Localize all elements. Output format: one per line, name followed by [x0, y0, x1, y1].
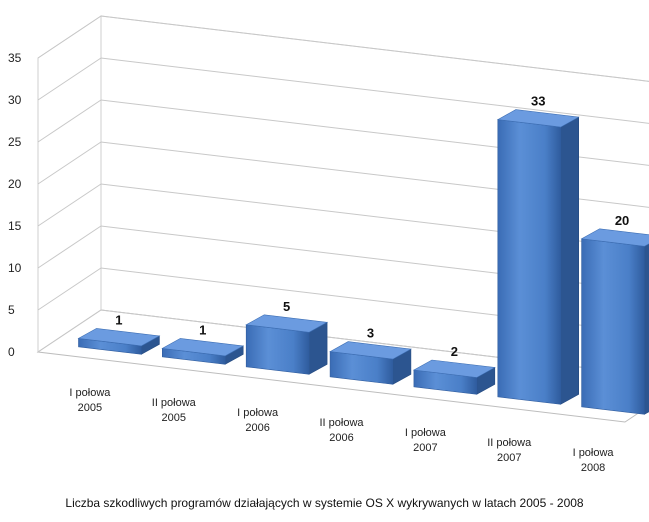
category-label: II połowa 2006: [319, 417, 364, 444]
data-label: 1: [199, 322, 206, 337]
bar-front: [497, 119, 562, 405]
category-label-line: I połowa: [69, 387, 111, 399]
y-tick-label: 35: [8, 51, 22, 65]
data-label: 20: [615, 213, 629, 228]
bar-front: [581, 238, 645, 415]
bar-front: [245, 324, 310, 375]
y-tick-label: 5: [8, 303, 15, 317]
category-label: I połowa 2008: [573, 447, 615, 474]
bar: [412, 359, 496, 395]
bar-top: [329, 341, 412, 360]
category-label-line: 2005: [162, 412, 186, 424]
category-label: II połowa 2007: [487, 437, 532, 464]
gridline: [37, 267, 649, 334]
gridlines: [37, 15, 649, 376]
y-tick-label: 25: [8, 135, 22, 149]
data-label: 2: [451, 344, 458, 359]
y-tick-label: 10: [8, 261, 22, 275]
data-label: 3: [367, 326, 374, 341]
data-label: 5: [283, 299, 290, 314]
category-label-line: 2007: [497, 452, 521, 464]
gridline: [37, 141, 649, 208]
data-label: 33: [531, 94, 545, 109]
category-label: I połowa 2006: [237, 407, 279, 434]
y-tick-label: 30: [8, 93, 22, 107]
chart-title: Liczba szkodliwych programów działającyc…: [65, 496, 584, 510]
bar: [77, 328, 161, 355]
x-axis-categories: I połowa 2005 II połowa 2005 I połowa 2006 II …: [69, 387, 614, 474]
category-label-line: II połowa: [152, 397, 197, 409]
data-labels: 1 1 5 3 2 33 20: [115, 94, 629, 359]
gridline: [37, 183, 649, 250]
gridline: [37, 57, 649, 124]
category-label: I połowa 2005: [69, 387, 111, 414]
gridline: [37, 99, 649, 166]
bar-side: [560, 116, 580, 405]
category-label-line: I połowa: [237, 407, 279, 419]
y-tick-label: 20: [8, 177, 22, 191]
bar-side: [644, 243, 649, 415]
category-label-line: I połowa: [405, 427, 447, 439]
bars: [77, 109, 649, 415]
category-label-line: 2006: [329, 432, 353, 444]
gridline: [37, 15, 649, 82]
bar-top: [161, 338, 245, 357]
category-label: I połowa 2007: [405, 427, 447, 454]
bar-top: [245, 314, 329, 333]
gridline: [37, 309, 649, 376]
bar-top: [412, 359, 496, 378]
category-label-line: 2006: [245, 422, 269, 434]
bar: [161, 338, 245, 365]
side-wall: [37, 15, 102, 353]
y-tick-label: 0: [8, 345, 15, 359]
category-label-line: 2005: [78, 402, 102, 414]
gridline: [37, 225, 649, 292]
y-axis-ticks: 0 5 10 15 20 25 30 35: [8, 51, 22, 359]
bar: [329, 341, 412, 385]
bar: [245, 314, 329, 375]
category-label-line: 2007: [413, 442, 437, 454]
category-label: II połowa 2005: [152, 397, 197, 424]
bar-top: [496, 109, 580, 128]
bar: [580, 228, 649, 415]
y-tick-label: 15: [8, 219, 22, 233]
data-label: 1: [115, 312, 122, 327]
bar-top: [77, 328, 161, 347]
category-label-line: II połowa: [319, 417, 364, 429]
bar: [496, 109, 580, 405]
category-label-line: II połowa: [487, 437, 532, 449]
category-label-line: 2008: [581, 462, 605, 474]
category-label-line: I połowa: [573, 447, 615, 459]
bar-top: [580, 228, 649, 247]
